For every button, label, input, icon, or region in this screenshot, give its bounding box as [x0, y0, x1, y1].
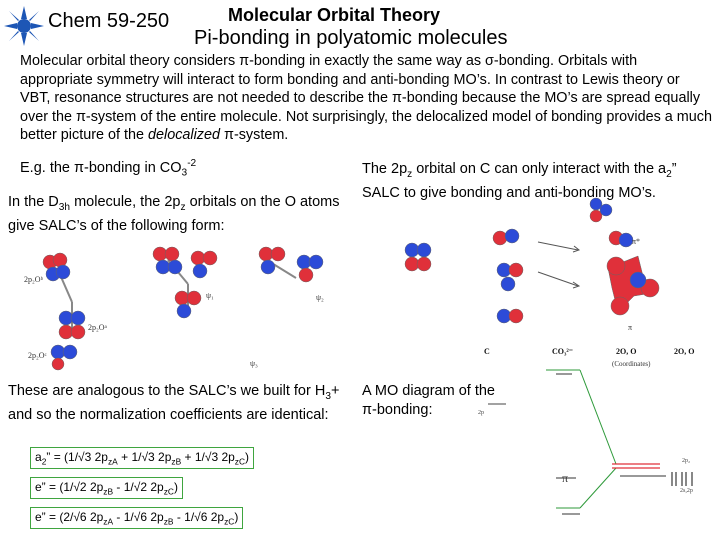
pi-mo-orbitals-figure: π* π	[404, 197, 660, 332]
salc-psi2-orbital	[258, 246, 324, 283]
label-2s-2p: 2s,2p	[680, 488, 693, 494]
mo-header-2o: 2O, O	[616, 347, 636, 356]
mo-energy-diagram: 2p π 2p₂ 2s,2p	[478, 369, 693, 515]
slide-title: Molecular Orbital Theory	[228, 5, 441, 25]
electron-arrows	[671, 472, 693, 486]
label-psi3: ψ₃	[250, 359, 258, 368]
salc-orbitals-figure: 2p₂Oᵇ ψ₁ ψ₂ 2p₂Oᵃ 2p₂Oᶜ ψ₃	[24, 246, 324, 371]
label-2p: 2p	[478, 410, 484, 416]
salc-psi3-orbital	[42, 252, 86, 371]
mo-header-carbon: C	[484, 347, 490, 356]
co3-pi-star-orbital	[589, 197, 634, 248]
example-heading: E.g. the π-bonding in CO3-2	[20, 158, 197, 179]
mo-header-coordinates: (Coordinates)	[612, 360, 651, 368]
label-psi2: ψ₂	[316, 293, 324, 302]
carbon-2pz-orbital	[404, 242, 432, 272]
slide-subtitle: Pi-bonding in polyatomic molecules	[194, 27, 508, 49]
mo-header-2o-right: 2O, O	[674, 347, 694, 356]
co3-pi-orbital	[606, 255, 660, 316]
label-pi-level: π	[562, 471, 568, 485]
salc-psi1-orbital	[152, 246, 218, 319]
intro-paragraph: Molecular orbital theory considers π-bon…	[20, 53, 712, 144]
course-code: Chem 59-250	[48, 10, 170, 32]
label-2pzob: 2p₂Oᵇ	[24, 275, 44, 284]
label-2pzoa: 2p₂Oᵃ	[88, 323, 108, 332]
label-2pz: 2p₂	[682, 458, 690, 464]
carbon-interaction-text: The 2pz orbital on C can only interact w…	[362, 161, 677, 201]
analogy-paragraph: These are analogous to the SALC’s we bui…	[8, 383, 340, 423]
chemistry-logo-icon	[4, 6, 44, 46]
label-pi-star: π*	[632, 237, 640, 246]
equation-e-salc-2: e” = (2/√6 2pzA - 1/√6 2pzB - 1/√6 2pzC)	[30, 507, 244, 530]
mo-diagram-headers: C CO₃²⁻ 2O, O 2O, O (Coordinates)	[484, 347, 694, 368]
label-psi1: ψ₁	[206, 291, 214, 300]
d3h-description: In the D3h molecule, the 2pz orbitals on…	[8, 194, 340, 234]
equation-a2-salc: a2” = (1/√3 2pzA + 1/√3 2pzB + 1/√3 2pzC…	[30, 447, 255, 470]
label-pi-bonding: π	[628, 323, 632, 332]
mo-header-co3: CO₃²⁻	[552, 347, 573, 356]
mo-diagram-caption: A MO diagram of the π-bonding:	[362, 383, 495, 418]
equation-e-salc-1: e” = (1/√2 2pzB - 1/√2 2pzC)	[30, 477, 183, 500]
a2-salc-orbital	[492, 228, 524, 324]
label-2pzoc: 2p₂Oᶜ	[28, 351, 47, 360]
mo-correlation-lines	[546, 369, 617, 509]
